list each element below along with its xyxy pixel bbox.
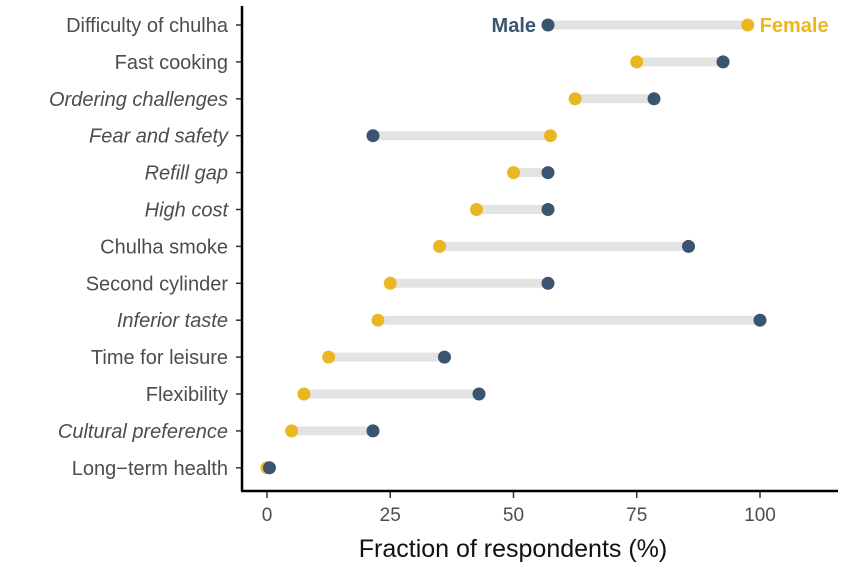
x-tick-label: 50 xyxy=(503,505,524,526)
male-point xyxy=(541,276,555,290)
female-point xyxy=(543,129,557,143)
male-point xyxy=(366,424,380,438)
category-label: Fast cooking xyxy=(115,52,228,74)
x-tick-label: 25 xyxy=(380,505,401,526)
category-label: High cost xyxy=(145,200,230,222)
female-point xyxy=(285,424,299,438)
female-point xyxy=(322,350,336,364)
female-point xyxy=(383,276,397,290)
x-tick-label: 75 xyxy=(626,505,647,526)
male-point xyxy=(647,92,661,106)
category-label: Flexibility xyxy=(146,384,228,406)
category-labels: Difficulty of chulha Fast cooking Ordering… xyxy=(49,15,229,480)
male-point xyxy=(366,129,380,143)
category-label: Long−term health xyxy=(72,458,228,480)
male-point xyxy=(753,313,767,327)
category-label: Cultural preference xyxy=(58,421,228,443)
category-label: Difficulty of chulha xyxy=(66,15,229,37)
male-point xyxy=(541,18,555,32)
male-point xyxy=(541,203,555,216)
category-label: Ordering challenges xyxy=(49,89,228,111)
female-point xyxy=(568,92,582,106)
category-label: Inferior taste xyxy=(117,310,228,332)
category-label: Refill gap xyxy=(145,163,228,185)
male-point xyxy=(682,239,696,253)
male-point xyxy=(472,387,486,401)
legend-label-female: Female xyxy=(760,15,829,37)
female-point xyxy=(470,203,484,216)
male-point xyxy=(437,350,451,364)
male-point xyxy=(541,166,555,180)
category-label: Second cylinder xyxy=(86,273,229,295)
x-tick-label: 100 xyxy=(744,505,776,526)
category-label: Chulha smoke xyxy=(100,236,228,258)
x-tick-marks: 0 25 50 75 100 xyxy=(262,491,776,526)
category-label: Fear and safety xyxy=(89,126,229,148)
female-point xyxy=(297,387,311,401)
female-point xyxy=(741,18,755,32)
x-tick-label: 0 xyxy=(262,505,273,526)
female-point xyxy=(630,55,644,69)
category-label: Time for leisure xyxy=(91,347,228,369)
female-point xyxy=(433,239,447,253)
x-axis-title: Fraction of respondents (%) xyxy=(359,535,667,563)
male-point xyxy=(262,461,276,475)
male-point xyxy=(716,55,730,69)
female-point xyxy=(371,313,385,327)
legend-label-male: Male xyxy=(492,15,536,37)
female-point xyxy=(507,166,520,180)
data-points: Male Female xyxy=(260,15,829,475)
